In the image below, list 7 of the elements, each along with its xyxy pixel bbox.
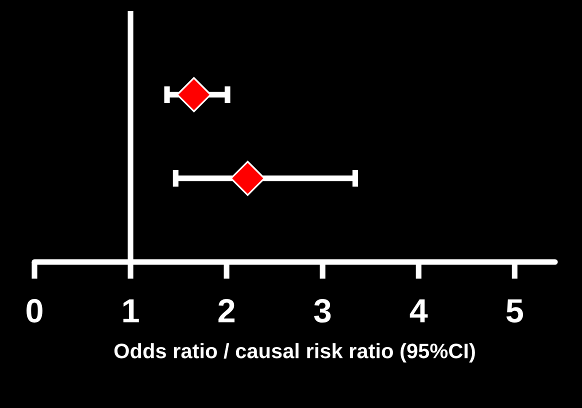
x-tick-label: 5 — [506, 299, 524, 323]
x-tick-label: 3 — [314, 298, 331, 323]
x-tick-label: 1 — [123, 299, 139, 322]
x-tick-label: 0 — [26, 298, 42, 323]
x-tick-label: 2 — [218, 298, 234, 322]
x-axis-title: Odds ratio / causal risk ratio (95%CI) — [114, 343, 475, 362]
x-tick-label: 4 — [410, 299, 428, 322]
